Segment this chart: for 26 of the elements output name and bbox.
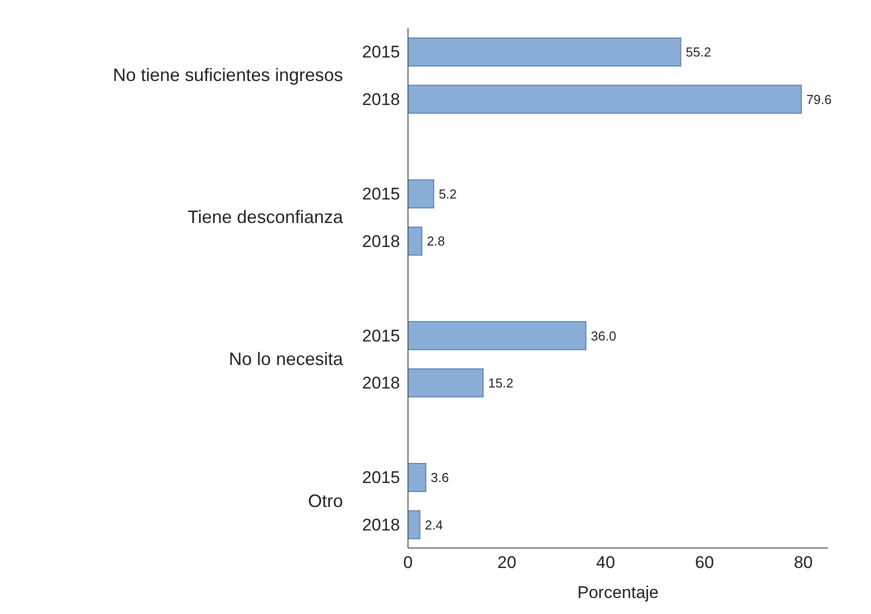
y-tick-label: 2015: [362, 184, 400, 204]
data-label: 55.2: [686, 44, 712, 60]
x-tick-label: 20: [497, 553, 516, 572]
x-tick-label: 40: [596, 553, 616, 572]
y-tick-label: 2018: [362, 90, 400, 109]
data-label: 36.0: [590, 328, 616, 344]
text: Tiene desconfianza: [188, 206, 343, 228]
data-label: 2.4: [424, 517, 443, 532]
x-axis-title: Porcentaje: [577, 583, 659, 602]
data-label: 2.8: [426, 234, 445, 249]
x-tick-label: 80: [794, 553, 813, 572]
data-label: 5.2: [438, 186, 457, 202]
text: No tiene suficientes ingresos: [112, 64, 343, 86]
x-tick-label: 60: [695, 553, 714, 572]
text: Otro: [308, 490, 343, 512]
y-tick-label: 2018: [362, 232, 400, 251]
y-tick-label: 2015: [362, 42, 400, 62]
y-tick-label: 2015: [362, 326, 400, 346]
y-tick-label: 2018: [362, 515, 400, 534]
y-tick-label: 2015: [362, 468, 400, 488]
y-tick-label: 2018: [362, 374, 400, 393]
data-label: 79.6: [806, 92, 832, 107]
text: No lo necesita: [228, 348, 343, 370]
x-tick-label: 0: [403, 553, 413, 572]
data-label: 15.2: [488, 376, 514, 391]
data-label: 3.6: [430, 470, 449, 486]
